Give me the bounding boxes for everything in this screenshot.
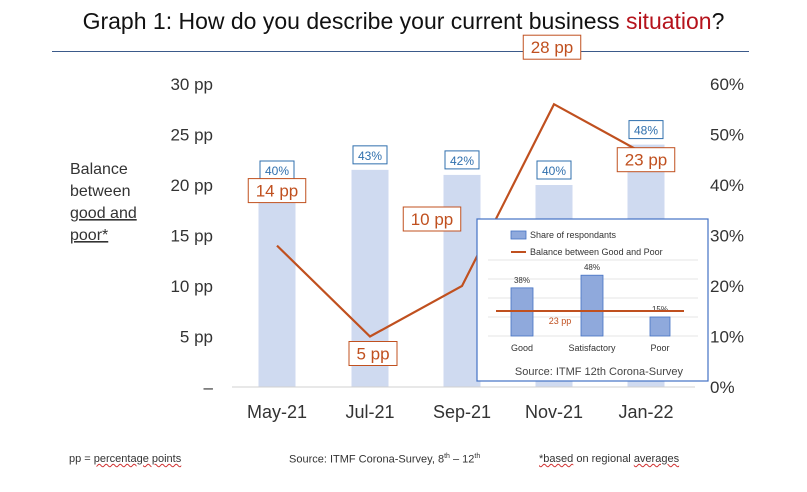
left-tick-label: 30 pp bbox=[170, 75, 213, 94]
bar-label-box bbox=[444, 150, 480, 170]
line-label-box bbox=[247, 178, 307, 204]
footer-pp-note: pp = percentage points bbox=[69, 453, 181, 465]
line-label-box bbox=[522, 34, 582, 60]
inset-bar-label: 38% bbox=[514, 276, 530, 285]
inset-legend-bar-swatch bbox=[510, 230, 527, 240]
inset-category-label: Good bbox=[511, 343, 533, 353]
inset-legend-line-label: Balance between Good and Poor bbox=[530, 247, 663, 257]
bar-label-box bbox=[536, 160, 572, 180]
inset-line-label: 23 pp bbox=[549, 316, 572, 326]
x-category-label: Jul-21 bbox=[345, 402, 394, 422]
footer-note-mid: on regional bbox=[573, 453, 634, 465]
bar bbox=[258, 185, 296, 387]
balance-line bbox=[276, 102, 647, 338]
line-label-box bbox=[616, 147, 676, 173]
left-tick-label: 10 pp bbox=[170, 277, 213, 296]
footer-pp-prefix: pp = bbox=[69, 453, 94, 465]
inset-bar bbox=[580, 274, 604, 337]
footer-source-mid: – 12 bbox=[449, 453, 475, 466]
right-tick-label: 30% bbox=[710, 227, 744, 246]
line-label: 14 pp bbox=[256, 182, 299, 201]
left-axis-label-line: between bbox=[70, 183, 131, 200]
left-tick-label: 5 pp bbox=[180, 328, 213, 347]
title-prefix: Graph 1: How do you describe your curren… bbox=[82, 8, 626, 34]
footer-source-sup1: th bbox=[444, 453, 450, 460]
line-label: 23 pp bbox=[625, 151, 668, 170]
bar-label-box bbox=[352, 145, 388, 165]
line-label: 5 pp bbox=[356, 345, 389, 364]
right-tick-label: 50% bbox=[710, 126, 744, 145]
line-label-box bbox=[348, 341, 398, 366]
footer-regional-note: *based on regional averages bbox=[539, 453, 679, 465]
line-label: 10 pp bbox=[411, 210, 454, 229]
title-rule bbox=[52, 51, 749, 52]
left-axis-label-line: Balance bbox=[70, 161, 128, 178]
footer-source: Source: ITMF Corona-Survey, 8th – 12th bbox=[289, 453, 480, 466]
x-category-label: Sep-21 bbox=[433, 402, 491, 422]
line-label-box bbox=[402, 206, 462, 232]
bar-label: 40% bbox=[542, 164, 566, 178]
footer-note-avg: averages bbox=[633, 453, 680, 465]
chart-title: Graph 1: How do you describe your curren… bbox=[0, 8, 807, 35]
left-tick-label: 20 pp bbox=[170, 176, 213, 195]
left-tick-label: – bbox=[204, 378, 214, 397]
inset-source: Source: ITMF 12th Corona-Survey bbox=[515, 366, 684, 378]
right-tick-label: 10% bbox=[710, 328, 744, 347]
bar-label: 42% bbox=[450, 154, 474, 168]
line-label: 28 pp bbox=[531, 38, 574, 57]
footer-source-text: Source: ITMF Corona-Survey, 8 bbox=[289, 453, 445, 466]
left-tick-label: 25 pp bbox=[170, 126, 213, 145]
left-tick-label: 15 pp bbox=[170, 227, 213, 246]
inset-bar-label: 15% bbox=[652, 305, 668, 314]
x-category-label: Nov-21 bbox=[525, 402, 583, 422]
bar-label: 43% bbox=[358, 149, 382, 163]
left-axis-label-line: poor* bbox=[70, 227, 108, 244]
inset-legend-bar-label: Share of respondants bbox=[530, 230, 617, 240]
x-category-label: May-21 bbox=[247, 402, 307, 422]
right-tick-label: 20% bbox=[710, 277, 744, 296]
bar-label-box bbox=[628, 120, 664, 140]
right-tick-label: 40% bbox=[710, 176, 744, 195]
footer-note-based: *based bbox=[539, 453, 574, 465]
x-category-label: Jan-22 bbox=[618, 402, 673, 422]
right-tick-label: 60% bbox=[710, 75, 744, 94]
left-axis-label-line: good and bbox=[70, 205, 137, 222]
inset-chart: Share of respondants Balance between Good… bbox=[476, 218, 709, 382]
inset-bar bbox=[649, 316, 671, 337]
inset-category-label: Satisfactory bbox=[568, 343, 616, 353]
title-highlight: situation bbox=[625, 8, 712, 34]
inset-category-label: Poor bbox=[650, 343, 669, 353]
footer-pp-text: percentage points bbox=[93, 453, 182, 465]
title-suffix: ? bbox=[711, 8, 725, 34]
bar-label: 48% bbox=[634, 124, 658, 138]
bar-label: 40% bbox=[265, 164, 289, 178]
inset-bar-label: 48% bbox=[584, 263, 600, 272]
right-tick-label: 0% bbox=[710, 378, 735, 397]
footer-source-sup2: th bbox=[474, 453, 481, 460]
